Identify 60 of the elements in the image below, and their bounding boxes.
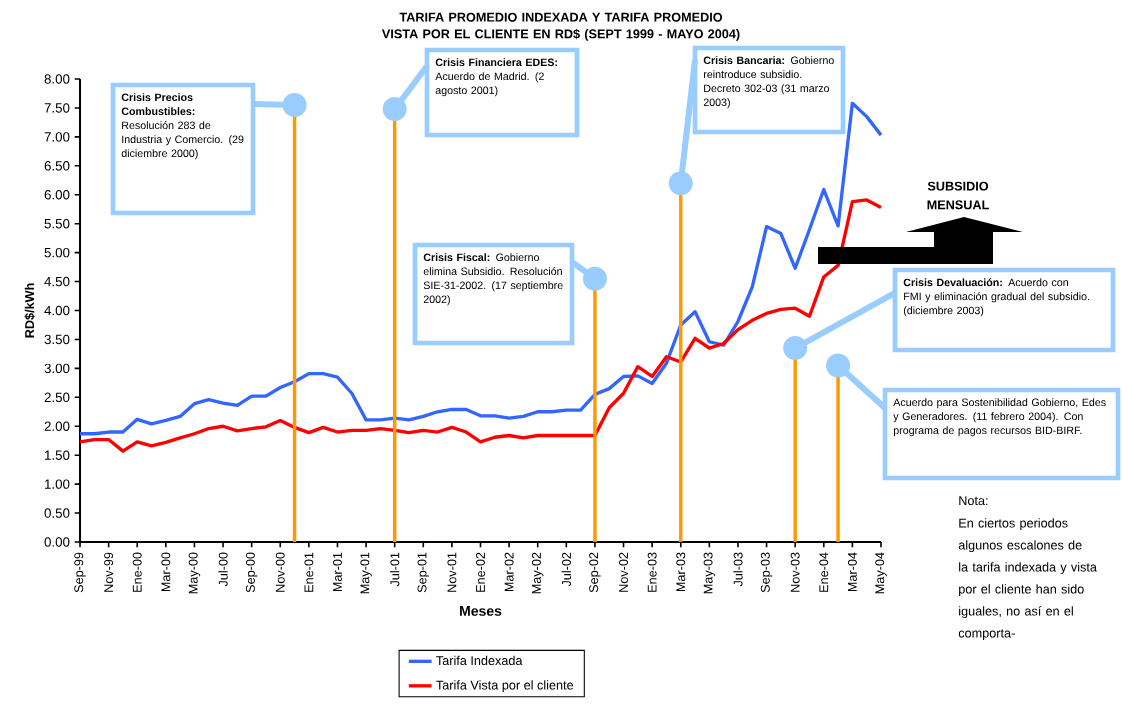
x-tick-label: Nov-02 xyxy=(619,552,629,592)
x-tick-label: Ene-02 xyxy=(476,552,485,592)
y-tick-label: 7.50 xyxy=(44,103,70,113)
x-tick-label: Sep-99 xyxy=(74,552,86,593)
x-tick-label: Nov-01 xyxy=(447,552,457,592)
x-tick-label: Jul-03 xyxy=(733,552,743,587)
y-tick-label: 1.00 xyxy=(45,479,70,489)
x-tick-label: Ene-04 xyxy=(819,552,829,592)
y-tick-label: 6.00 xyxy=(44,190,70,200)
x-tick-label: Sep-01 xyxy=(417,552,430,593)
y-tick-label: 7.00 xyxy=(44,132,70,142)
annotation: Crisis Fiscal: Gobierno elimina Subsidio. Resolución SIE-31-2002. (17 septiembre 2002) xyxy=(423,253,563,306)
y-tick-label: 3.00 xyxy=(44,363,70,374)
x-tick-label: Mar-01 xyxy=(332,552,342,592)
y-tick-label: 3.50 xyxy=(44,334,70,345)
y-tick-label: 0.00 xyxy=(44,537,70,547)
chart-title: TARIFA PROMEDIO INDEXADA Y TARIFA PROMEDIO VISTA POR EL CLIENTE EN RD$ (SEPT 1999 - MAYO 2004) xyxy=(381,12,740,41)
x-tick-label: Sep-00 xyxy=(245,552,258,593)
x-tick-label: Mar-04 xyxy=(847,552,857,592)
y-tick-label: 4.00 xyxy=(44,305,70,316)
annotation: Crisis Bancaria: Gobierno reintroduce subsidio. Decreto 302-03 (31 marzo 2003) xyxy=(703,56,834,109)
y-tick-label: 2.00 xyxy=(44,421,70,431)
x-tick-label: Sep-03 xyxy=(760,552,773,593)
y-tick-label: 5.00 xyxy=(44,247,70,258)
y-axis-title: RD$/kWh xyxy=(24,283,35,338)
y-tick-label: 5.50 xyxy=(44,218,70,229)
annotation: Crisis Precios Combustibles: Resolución 283 de Industria y Comercio. (29 diciembre 2000) xyxy=(121,93,244,160)
x-tick-label: Jul-01 xyxy=(390,552,400,587)
legend-label: Tarifa Vista por el cliente xyxy=(436,680,574,693)
y-tick-label: 1.50 xyxy=(45,450,70,460)
y-tick-label: 0.50 xyxy=(44,508,70,518)
text: Nota: xyxy=(959,496,988,506)
x-tick-label: May-01 xyxy=(360,552,372,594)
x-axis-title: Meses xyxy=(460,606,502,616)
x-tick-label: May-04 xyxy=(875,552,887,594)
x-tick-label: May-02 xyxy=(531,552,544,594)
x-tick-label: Mar-03 xyxy=(676,552,686,592)
x-tick-label: Nov-03 xyxy=(790,552,800,592)
legend-label: Tarifa Indexada xyxy=(436,655,523,666)
y-tick-label: 2.50 xyxy=(44,392,70,403)
y-tick-label: 6.50 xyxy=(44,161,70,171)
x-tick-label: Mar-02 xyxy=(504,552,514,592)
x-tick-label: Ene-00 xyxy=(132,552,142,592)
text: SUBSIDIO MENSUAL xyxy=(927,181,989,210)
x-tick-label: Ene-01 xyxy=(304,552,314,592)
x-tick-label: May-00 xyxy=(188,552,201,594)
annotation: Acuerdo para Sostenibilidad Gobierno, Edes y Generadores. (11 febrero 2004). Con programa de pagos recursos BID-BIRF. xyxy=(893,398,1106,437)
x-tick-label: Nov-00 xyxy=(275,552,285,592)
x-tick-label: Ene-03 xyxy=(647,552,657,592)
x-tick-label: Jul-00 xyxy=(218,552,228,587)
x-tick-label: May-03 xyxy=(703,552,716,594)
y-tick-label: 4.50 xyxy=(44,276,70,287)
y-tick-label: 8.00 xyxy=(44,74,70,84)
annotation: Crisis Devaluación: Acuerdo con FMI y eliminación gradual del subsidio. (diciembre 2003) xyxy=(903,278,1089,317)
x-tick-label: Sep-02 xyxy=(589,552,601,593)
annotation: Crisis Financiera EDES: Acuerdo de Madrid. (2 agosto 2001) xyxy=(435,58,557,97)
x-tick-label: Mar-00 xyxy=(161,552,171,592)
text: En ciertos periodos algunos escalones de la tarifa indexada y vista por el cliente han sido iguales, no así en el comporta- xyxy=(958,518,1097,641)
x-tick-label: Nov-99 xyxy=(104,552,114,592)
x-tick-label: Jul-02 xyxy=(561,552,571,587)
